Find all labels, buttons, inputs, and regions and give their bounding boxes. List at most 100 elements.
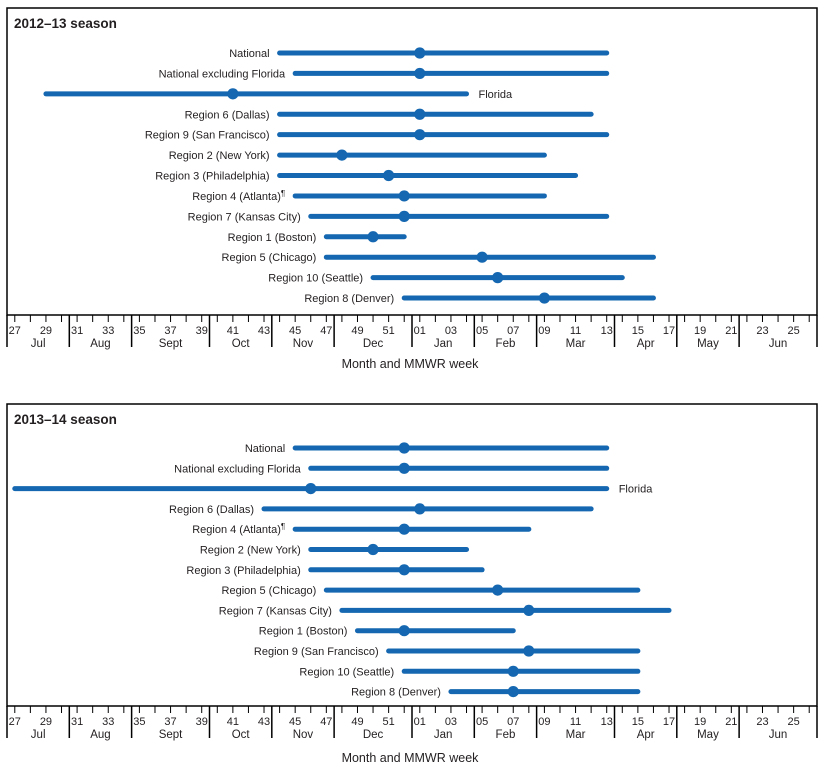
peak-week-dot: [538, 292, 551, 304]
month-label: Jan: [434, 729, 453, 741]
peak-week-dot: [523, 645, 535, 657]
month-label: Nov: [293, 729, 314, 741]
x-axis-caption: Month and MMWR week: [342, 357, 480, 371]
peak-week-dot: [398, 564, 410, 576]
week-tick-label: 45: [289, 716, 301, 728]
series-row: National excluding Florida: [159, 67, 610, 80]
month-label: Jul: [31, 729, 46, 741]
series-label: Region 8 (Denver): [304, 293, 394, 305]
month-label: Dec: [363, 338, 384, 350]
peak-week-dot: [398, 625, 410, 637]
series-row: Region 8 (Denver): [304, 292, 656, 305]
series-label: Region 1 (Boston): [259, 626, 348, 638]
month-label: Oct: [232, 729, 251, 741]
peak-week-dot: [414, 503, 426, 515]
week-tick-label: 29: [40, 325, 52, 337]
week-tick-label: 09: [538, 325, 550, 337]
peak-week-dot: [398, 462, 410, 474]
week-tick-label: 33: [102, 716, 114, 728]
week-tick-label: 19: [694, 716, 706, 728]
peak-week-dot: [414, 129, 426, 141]
month-label: Jun: [769, 338, 788, 350]
series-label: Region 4 (Atlanta)¶: [192, 189, 285, 203]
season-chart-1: 2012–13 season National National excluding…: [6, 7, 818, 371]
series-row: Region 10 (Seattle): [268, 272, 625, 285]
week-tick-label: 15: [632, 716, 644, 728]
month-label: Jan: [434, 338, 453, 350]
month-label: Nov: [293, 338, 314, 350]
peak-week-dot: [507, 665, 519, 677]
week-tick-label: 01: [414, 716, 426, 728]
series-row: Region 7 (Kansas City): [188, 210, 610, 223]
series-row: Region 6 (Dallas): [185, 108, 594, 121]
month-label: Feb: [496, 338, 516, 350]
week-tick-label: 37: [164, 325, 176, 337]
month-label: Sept: [159, 338, 183, 350]
series-label: Region 8 (Denver): [351, 687, 441, 699]
series-label: Region 3 (Philadelphia): [186, 565, 300, 577]
series-label: Region 3 (Philadelphia): [155, 171, 269, 183]
series-row: Region 5 (Chicago): [222, 251, 656, 264]
week-tick-label: 27: [9, 716, 21, 728]
week-tick-label: 33: [102, 325, 114, 337]
peak-week-dot: [305, 483, 317, 495]
week-tick-label: 11: [570, 716, 581, 728]
week-tick-label: 31: [71, 716, 83, 728]
chart-title: 2012–13 season: [14, 16, 117, 31]
series-label: National excluding Florida: [159, 68, 286, 80]
series-label: Region 1 (Boston): [228, 232, 317, 244]
month-label: Sept: [159, 729, 183, 741]
month-label: Feb: [496, 729, 516, 741]
series-row: Region 2 (New York): [200, 543, 470, 557]
week-tick-label: 13: [601, 716, 613, 728]
week-tick-label: 39: [196, 716, 208, 728]
week-tick-label: 19: [694, 325, 706, 337]
series-label: National: [245, 443, 285, 455]
month-label: Mar: [566, 729, 586, 741]
peak-week-dot: [492, 272, 504, 284]
series-label: National: [229, 48, 269, 60]
series-row: Region 5 (Chicago): [222, 584, 641, 597]
week-tick-label: 37: [164, 716, 176, 728]
peak-week-dot: [398, 523, 410, 535]
week-tick-label: 49: [351, 325, 363, 337]
series-label: Region 10 (Seattle): [268, 273, 363, 285]
week-tick-label: 17: [663, 325, 675, 337]
series-label: Florida: [619, 484, 654, 496]
series-row: Florida: [43, 88, 514, 101]
week-tick-label: 49: [351, 716, 363, 728]
week-tick-label: 27: [9, 325, 21, 337]
month-label: May: [697, 338, 719, 350]
series-label: Region 7 (Kansas City): [188, 211, 301, 223]
week-tick-label: 47: [320, 716, 332, 728]
week-tick-label: 15: [632, 325, 644, 337]
week-tick-label: 51: [383, 716, 395, 728]
series-row: National: [229, 47, 610, 60]
week-tick-label: 25: [788, 716, 800, 728]
series-label: Region 2 (New York): [200, 545, 301, 557]
month-label: Apr: [637, 729, 655, 741]
peak-week-dot: [492, 584, 504, 596]
week-tick-label: 05: [476, 716, 488, 728]
peak-week-dot: [414, 108, 426, 120]
series-label: Florida: [479, 89, 514, 101]
footnote-marker: ¶: [281, 189, 285, 198]
series-row: Region 1 (Boston): [228, 231, 407, 244]
week-tick-label: 39: [196, 325, 208, 337]
week-tick-label: 25: [788, 325, 800, 337]
week-tick-label: 03: [445, 716, 457, 728]
week-tick-label: 41: [227, 716, 239, 728]
week-tick-label: 09: [538, 716, 550, 728]
month-label: Dec: [363, 729, 384, 741]
week-tick-label: 07: [507, 716, 519, 728]
week-tick-label: 45: [289, 325, 301, 337]
series-label: Region 7 (Kansas City): [219, 605, 332, 617]
week-tick-label: 03: [445, 325, 457, 337]
series-row: Region 9 (San Francisco): [254, 645, 641, 658]
series-row: Region 4 (Atlanta)¶: [192, 189, 547, 203]
month-label: May: [697, 729, 719, 741]
series-label: Region 9 (San Francisco): [145, 130, 270, 142]
